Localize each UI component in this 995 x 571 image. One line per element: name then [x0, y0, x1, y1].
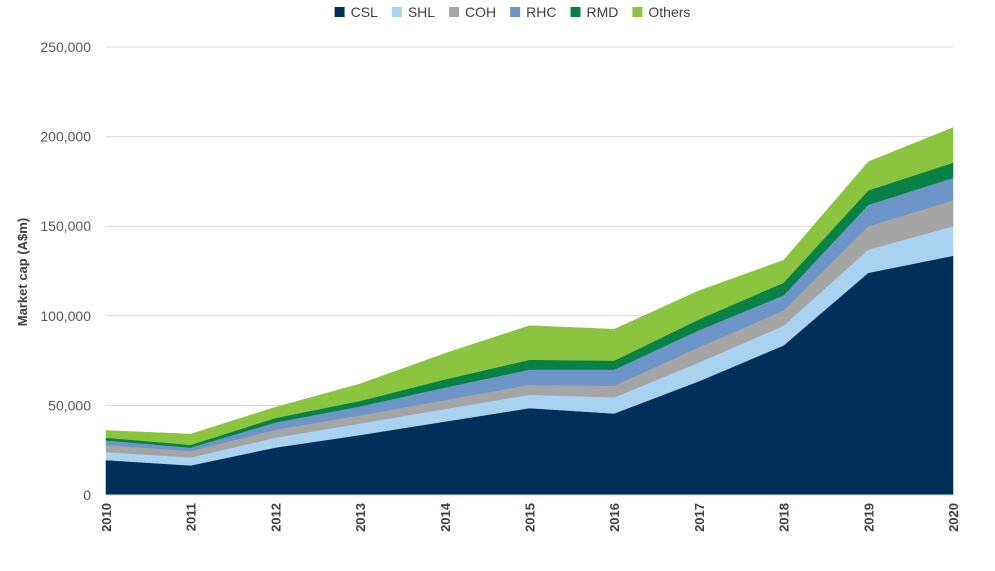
x-tick-label-2020: 2020 [946, 503, 961, 532]
x-tick-label-2013: 2013 [353, 503, 368, 532]
legend-label-csl: CSL [351, 4, 378, 20]
x-tick-label-2012: 2012 [268, 503, 283, 532]
legend-swatch-others [632, 7, 643, 17]
x-tick-label-2018: 2018 [777, 503, 792, 532]
y-tick-label-250000: 250,000 [40, 39, 91, 55]
legend-swatch-rmd [570, 7, 581, 17]
x-axis-ticks: 2010 2011 2012 2013 2014 2015 2016 2017 2018 2019… [99, 502, 961, 532]
x-tick-label-2015: 2015 [523, 503, 538, 532]
legend-swatch-rhc [510, 7, 521, 17]
y-tick-label-50000: 50,000 [48, 397, 91, 413]
y-tick-label-0: 0 [83, 487, 91, 503]
legend-label-rmd: RMD [587, 4, 619, 20]
x-tick-label-2014: 2014 [438, 502, 453, 532]
y-tick-label-150000: 150,000 [40, 218, 91, 234]
x-tick-label-2010: 2010 [99, 503, 114, 532]
plot-area [105, 127, 954, 496]
legend-label-shl: SHL [408, 4, 435, 20]
area-series-others [105, 127, 954, 446]
legend-label-rhc: RHC [526, 4, 556, 20]
y-tick-label-100000: 100,000 [40, 308, 91, 324]
x-tick-label-2016: 2016 [607, 503, 622, 532]
legend-label-coh: COH [465, 4, 496, 20]
x-tick-label-2019: 2019 [861, 503, 876, 532]
legend-swatch-csl [334, 7, 345, 17]
legend-label-others: Others [648, 4, 690, 20]
legend-swatch-coh [449, 7, 460, 17]
y-axis-label: Market cap (A$m) [15, 218, 30, 326]
y-axis-ticks: 0 50,000 100,000 150,000 200,000 250,000 [40, 39, 91, 503]
y-tick-label-200000: 200,000 [40, 129, 91, 145]
x-tick-label-2017: 2017 [692, 503, 707, 532]
legend-swatch-shl [391, 7, 402, 17]
x-tick-label-2011: 2011 [184, 503, 199, 531]
legend: CSL SHL COH RHC RMD Others [334, 4, 690, 20]
